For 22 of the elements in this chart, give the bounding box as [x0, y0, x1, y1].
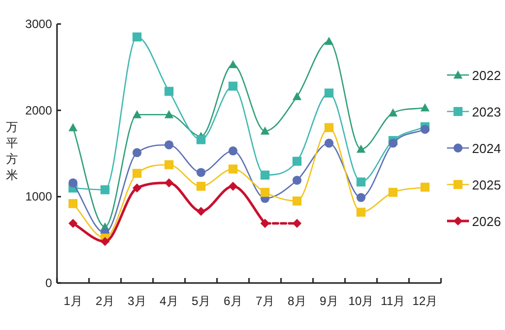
legend-label: 2022: [472, 68, 501, 83]
x-tick-label: 11月: [380, 294, 406, 308]
legend-label: 2026: [472, 214, 501, 229]
x-tick-label: 5月: [192, 294, 210, 308]
x-tick-label: 7月: [256, 294, 274, 308]
y-tick-label: 3000: [25, 17, 52, 31]
x-tick-label: 3月: [128, 294, 146, 308]
x-tick-label: 4月: [160, 294, 178, 308]
legend-label: 2025: [472, 178, 501, 192]
x-tick-label: 8月: [288, 294, 306, 308]
x-tick-label: 1月: [64, 294, 82, 308]
x-tick-label: 10月: [348, 294, 374, 308]
legend-label: 2024: [472, 141, 501, 156]
x-tick-label: 9月: [320, 294, 338, 308]
x-tick-label: 6月: [224, 294, 242, 308]
y-tick-label: 1000: [25, 190, 52, 204]
x-tick-label: 2月: [96, 294, 114, 308]
x-tick-label: 12月: [412, 294, 438, 308]
y-axis-title: 万平方米: [6, 120, 18, 182]
y-tick-label: 0: [45, 276, 52, 290]
y-tick-label: 2000: [25, 103, 52, 118]
legend-label: 2023: [472, 104, 501, 120]
